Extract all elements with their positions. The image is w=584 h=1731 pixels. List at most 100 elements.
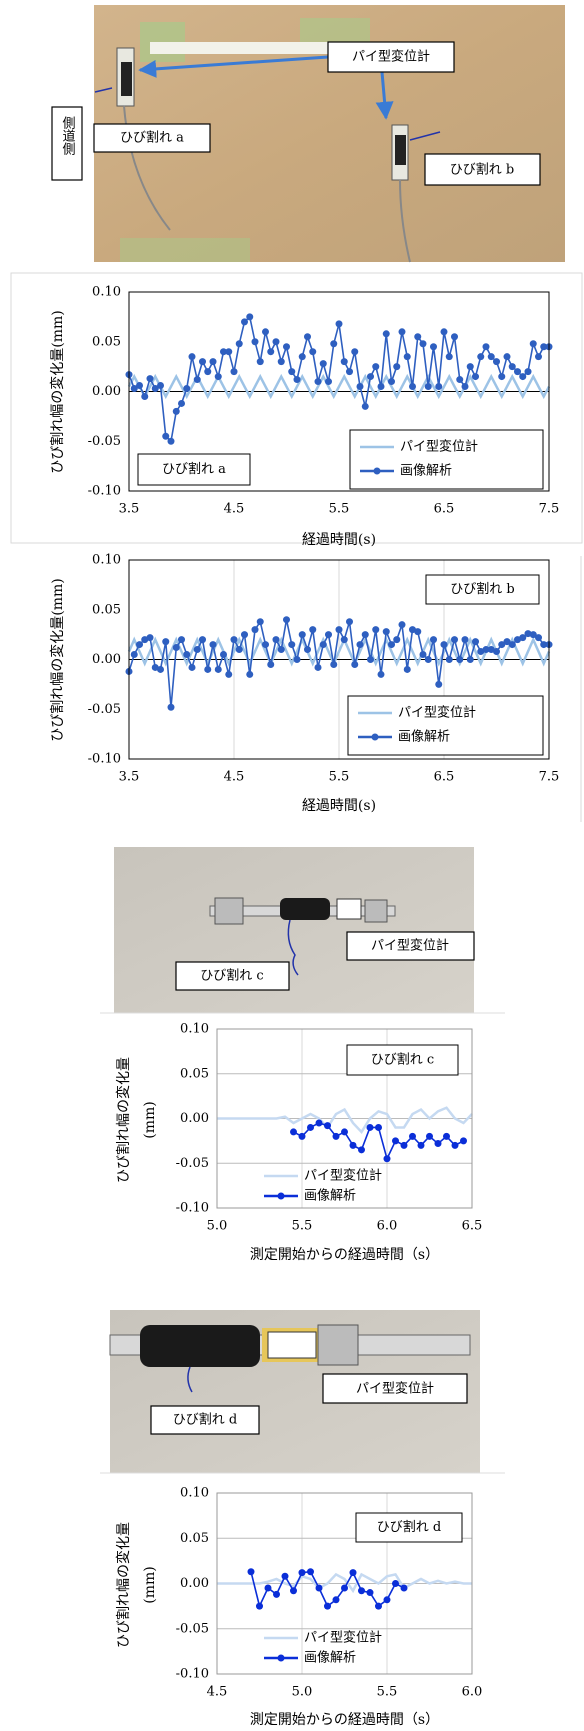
data-point — [214, 373, 222, 381]
data-point — [435, 680, 443, 688]
photo-label: ひび割れ b — [450, 162, 514, 178]
data-point — [136, 641, 143, 649]
y-tick-label: -0.05 — [176, 1156, 209, 1171]
data-point — [400, 1584, 408, 1592]
data-point — [341, 1128, 348, 1136]
data-point — [477, 648, 485, 656]
data-point — [487, 353, 495, 361]
data-point — [398, 328, 406, 336]
data-point — [204, 368, 212, 376]
data-point — [392, 1137, 399, 1145]
data-point — [281, 1572, 289, 1580]
data-point — [324, 1602, 331, 1610]
data-point — [199, 358, 206, 366]
y-tick-label: -0.10 — [176, 1201, 209, 1216]
data-point — [426, 1132, 433, 1140]
annotation: ひび割れ d — [377, 1519, 441, 1535]
data-point — [193, 376, 201, 384]
data-point — [414, 628, 422, 636]
data-point — [314, 663, 322, 671]
data-point — [330, 340, 338, 348]
data-point — [460, 1137, 467, 1145]
data-point — [277, 646, 285, 654]
data-point — [419, 340, 427, 348]
data-point — [235, 340, 243, 348]
data-point — [225, 670, 233, 678]
data-point — [141, 636, 149, 644]
data-point — [540, 641, 548, 649]
data-point — [290, 1587, 297, 1595]
data-point — [262, 641, 269, 649]
photo-label: パイ型変位計 — [371, 938, 449, 954]
data-point — [199, 636, 206, 644]
data-point — [487, 646, 495, 654]
data-point — [503, 353, 511, 361]
data-point — [377, 670, 385, 678]
y-tick-label: 0.00 — [92, 652, 121, 667]
data-point — [267, 660, 275, 668]
data-point — [332, 1596, 340, 1604]
data-point — [172, 407, 180, 415]
data-point — [324, 1122, 331, 1130]
y-axis-title: (mm) — [142, 1101, 158, 1138]
data-point — [277, 358, 285, 366]
data-point — [349, 1141, 357, 1149]
data-point — [356, 383, 364, 391]
data-point — [430, 636, 437, 644]
data-point — [519, 634, 527, 642]
data-point — [183, 651, 191, 659]
data-point — [183, 385, 191, 393]
x-tick-label: 4.5 — [224, 502, 245, 517]
annotation-box — [346, 1044, 459, 1076]
data-point — [340, 636, 348, 644]
data-point — [472, 638, 479, 646]
data-point — [325, 378, 332, 386]
data-point — [375, 1602, 382, 1610]
data-point — [366, 1589, 374, 1597]
x-tick-label: 7.5 — [539, 502, 560, 517]
data-point — [493, 358, 500, 366]
data-point — [377, 383, 385, 391]
data-point — [461, 383, 469, 391]
data-point — [372, 626, 380, 634]
data-point — [346, 618, 353, 626]
data-point — [136, 382, 143, 390]
data-point — [157, 382, 164, 390]
data-point — [178, 636, 185, 644]
x-axis-title: 測定開始からの経過時間（s） — [250, 1712, 439, 1728]
data-point — [130, 385, 138, 393]
legend-label: パイ型変位計 — [304, 1630, 382, 1646]
annotation: ひび割れ c — [371, 1052, 434, 1068]
data-point — [262, 328, 269, 336]
data-point — [372, 363, 380, 371]
data-point — [204, 665, 212, 673]
data-point — [424, 383, 432, 391]
data-point — [508, 641, 516, 649]
data-point — [451, 333, 458, 341]
data-point — [293, 656, 301, 663]
data-point — [340, 358, 348, 366]
data-point — [290, 1128, 297, 1136]
data-point — [315, 1119, 323, 1127]
x-tick-label: 5.5 — [377, 1685, 398, 1700]
data-point — [264, 1584, 272, 1592]
data-point — [283, 343, 290, 351]
data-point — [315, 1584, 323, 1592]
data-point — [346, 368, 353, 376]
data-point — [392, 1580, 399, 1587]
data-point — [162, 432, 170, 440]
data-point — [335, 320, 343, 328]
data-point — [293, 376, 301, 384]
data-point — [403, 665, 411, 673]
data-point — [309, 626, 317, 634]
data-point — [414, 333, 422, 341]
legend-box — [349, 429, 544, 490]
series-line — [217, 1106, 473, 1134]
data-point — [209, 358, 217, 366]
photo-label: パイ型変位計 — [356, 1381, 434, 1397]
data-point — [167, 437, 175, 445]
y-tick-label: 0.10 — [180, 1486, 209, 1501]
y-axis-title: (mm) — [142, 1566, 158, 1603]
data-point — [361, 402, 369, 410]
plot-frame — [128, 559, 550, 760]
